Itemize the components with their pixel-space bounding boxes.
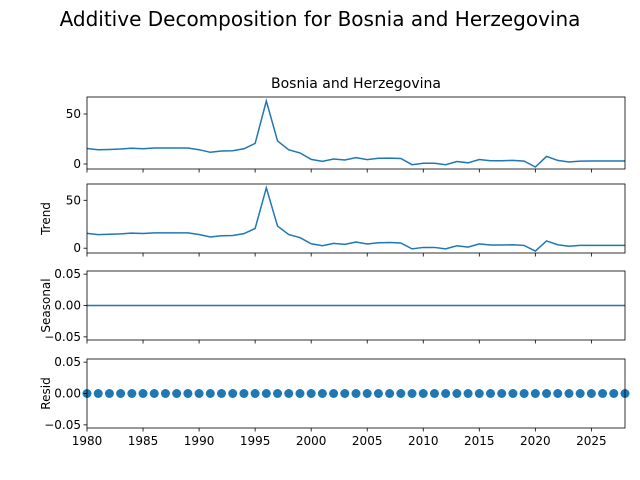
resid-point-1986 <box>149 389 159 398</box>
ytick-label: −0.05 <box>44 418 81 432</box>
resid-point-2025 <box>586 389 596 398</box>
resid-point-2017 <box>497 389 507 398</box>
series-line-panel-2 <box>86 185 625 252</box>
resid-point-1985 <box>138 389 148 398</box>
resid-point-1999 <box>295 389 305 398</box>
ytick-label: 0 <box>73 241 81 255</box>
resid-point-2024 <box>575 389 585 398</box>
resid-point-1989 <box>183 389 193 398</box>
resid-point-2019 <box>519 389 529 398</box>
ytick-label: 50 <box>66 193 81 207</box>
resid-point-2009 <box>407 389 417 398</box>
ytick-label: 0.05 <box>54 355 81 369</box>
axes-frame-1 <box>86 96 626 170</box>
xtick-label: 2010 <box>408 434 439 448</box>
resid-point-1992 <box>217 389 226 398</box>
resid-point-2010 <box>418 389 428 398</box>
resid-point-2012 <box>441 389 451 398</box>
resid-point-1991 <box>205 389 215 398</box>
resid-point-2013 <box>452 389 462 398</box>
resid-point-2015 <box>474 389 484 398</box>
ytick-label: 0 <box>73 157 81 171</box>
resid-point-2014 <box>463 389 473 398</box>
panel-2: 0 50 Trend <box>39 183 626 257</box>
panel-1: 0 50 <box>66 96 626 173</box>
resid-point-2000 <box>306 389 316 398</box>
ylabel-trend: Trend <box>39 202 53 236</box>
ytick-label: −0.05 <box>44 330 81 344</box>
xtick-label: 1985 <box>128 434 159 448</box>
resid-point-1990 <box>194 389 204 398</box>
resid-point-2027 <box>609 389 619 398</box>
resid-point-1988 <box>172 389 182 398</box>
panels-group: 050050Trend−0.050.000.05Seasonal−0.050.0… <box>39 96 630 448</box>
resid-point-1984 <box>127 389 137 398</box>
resid-point-1982 <box>104 389 114 398</box>
resid-point-2026 <box>598 389 608 398</box>
resid-point-1987 <box>160 389 170 398</box>
resid-point-2004 <box>351 389 361 398</box>
resid-point-1994 <box>239 389 249 398</box>
xtick-label: 1980 <box>72 434 103 448</box>
resid-point-2002 <box>329 389 339 398</box>
resid-point-2022 <box>553 389 563 398</box>
xtick-label: 1995 <box>240 434 271 448</box>
resid-point-1983 <box>116 389 126 398</box>
resid-point-1998 <box>284 389 294 398</box>
xtick-label: 2015 <box>464 434 495 448</box>
resid-point-2006 <box>373 389 383 398</box>
resid-point-2008 <box>396 389 406 398</box>
resid-point-2007 <box>385 389 395 398</box>
resid-point-1981 <box>93 389 103 398</box>
resid-point-1995 <box>250 389 260 398</box>
figure-suptitle: Additive Decomposition for Bosnia and He… <box>60 7 581 31</box>
ytick-label: 50 <box>66 107 81 121</box>
resid-point-2003 <box>340 389 350 398</box>
xtick-label: 2005 <box>352 434 383 448</box>
resid-point-1993 <box>228 389 238 398</box>
ytick-label: 0.00 <box>54 299 81 313</box>
resid-point-2023 <box>564 389 574 398</box>
axes-frame-2 <box>86 183 626 254</box>
resid-point-2018 <box>508 389 518 398</box>
resid-point-2011 <box>429 389 439 398</box>
resid-point-2021 <box>542 389 552 398</box>
ylabel-seasonal: Seasonal <box>39 278 53 332</box>
resid-point-2016 <box>486 389 495 398</box>
ytick-label: 0.05 <box>54 267 81 281</box>
xtick-label: 2020 <box>520 434 551 448</box>
xtick-label: 1990 <box>184 434 215 448</box>
panel-title: Bosnia and Herzegovina <box>271 76 441 92</box>
ytick-label: 0.00 <box>54 387 81 401</box>
xtick-label: 2025 <box>576 434 607 448</box>
resid-point-1996 <box>261 389 271 398</box>
resid-point-2005 <box>362 389 372 398</box>
resid-point-2020 <box>530 389 540 398</box>
ylabel-resid: Resid <box>39 377 53 409</box>
resid-point-2001 <box>317 389 327 398</box>
resid-point-1997 <box>273 389 283 398</box>
series-line-panel-1 <box>86 98 625 168</box>
xtick-label: 2000 <box>296 434 327 448</box>
